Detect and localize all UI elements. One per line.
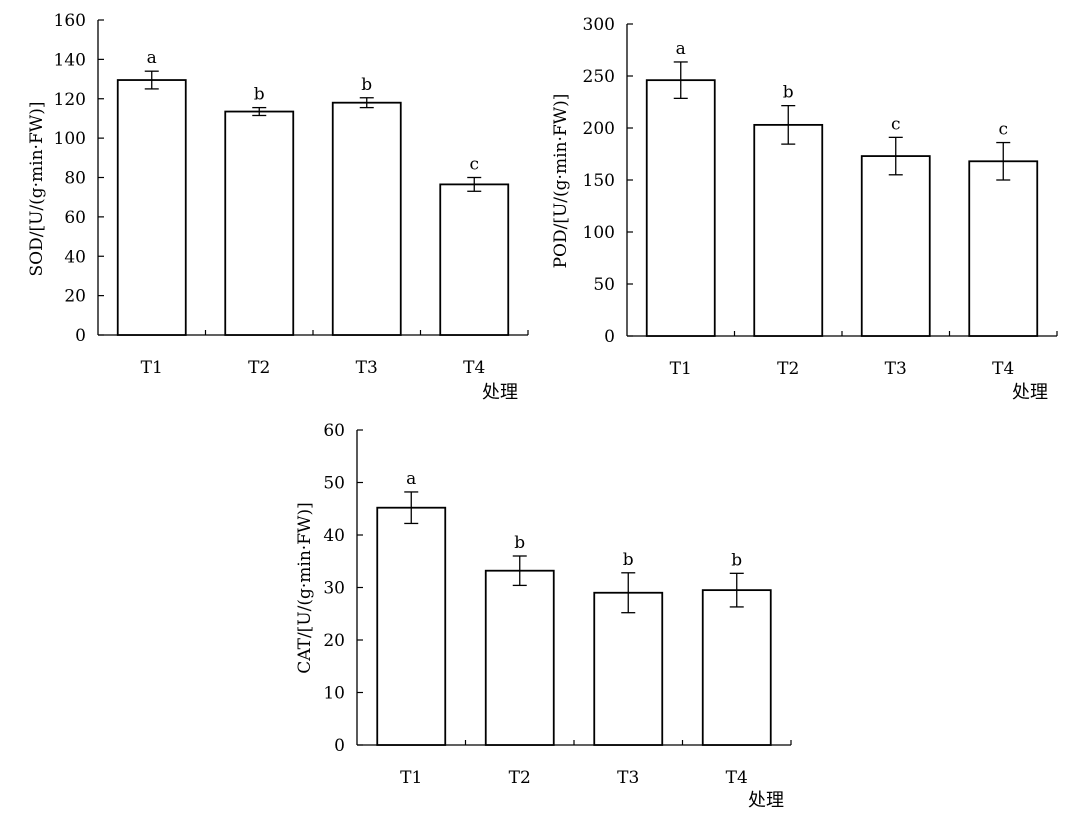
pod-y-tick-label: 200 (583, 119, 615, 139)
cat-category-label: T3 (617, 768, 639, 788)
pod-category-label: T3 (885, 359, 907, 379)
sod-y-tick-label: 140 (54, 50, 86, 70)
sod-y-tick-label: 0 (75, 326, 86, 346)
pod-y-tick-label: 50 (593, 275, 615, 295)
sod-y-tick-label: 20 (64, 287, 86, 307)
sod-significance-label: c (469, 155, 479, 175)
sod-chart: SOD/[U/(g·min·FW)] 处理 0 20 40 60 80 100 120 140… (27, 11, 529, 403)
pod-bar (860, 155, 931, 337)
sod-significance-label: b (361, 75, 372, 95)
pod-bar (645, 79, 716, 337)
sod-y-tick-label: 100 (54, 129, 86, 149)
pod-bar (968, 160, 1039, 337)
cat-significance-label: a (406, 469, 416, 489)
cat-significance-label: b (623, 550, 634, 570)
cat-significance-label: b (514, 533, 525, 553)
pod-category-label: T4 (992, 359, 1014, 379)
sod-bar (116, 79, 187, 336)
cat-y-tick-label: 20 (323, 631, 345, 651)
cat-y-tick-label: 30 (323, 579, 345, 599)
pod-y-tick-label: 0 (604, 327, 615, 347)
pod-significance-label: c (891, 114, 901, 134)
pod-xlabel: 处理 (1012, 382, 1048, 403)
sod-y-tick-label: 160 (54, 11, 86, 31)
sod-bar (224, 110, 295, 336)
cat-y-tick-label: 10 (323, 684, 345, 704)
cat-ylabel: CAT/[U/(g·min·FW)] (295, 502, 315, 673)
sod-significance-label: b (254, 85, 265, 105)
pod-category-label: T1 (670, 359, 692, 379)
sod-significance-label: a (147, 48, 157, 68)
cat-significance-label: b (731, 550, 742, 570)
cat-bar (701, 589, 772, 746)
sod-category-label: T1 (141, 358, 163, 378)
pod-ylabel: POD/[U/(g·min·FW)] (551, 94, 571, 269)
cat-category-label: T2 (509, 768, 531, 788)
sod-category-label: T3 (356, 358, 378, 378)
cat-y-tick-label: 60 (323, 421, 345, 441)
pod-y-tick-label: 250 (583, 67, 615, 87)
cat-category-label: T4 (726, 768, 748, 788)
cat-bar (376, 506, 447, 746)
cat-xlabel: 处理 (748, 790, 784, 811)
pod-category-label: T2 (777, 359, 799, 379)
pod-significance-label: b (783, 83, 794, 103)
sod-category-label: T2 (248, 358, 270, 378)
pod-significance-label: a (676, 39, 686, 59)
sod-xlabel: 处理 (482, 382, 518, 403)
cat-bar (484, 569, 555, 746)
pod-significance-label: c (998, 120, 1008, 140)
pod-y-tick-label: 300 (583, 15, 615, 35)
sod-y-tick-label: 40 (64, 247, 86, 267)
sod-y-tick-label: 60 (64, 208, 86, 228)
cat-category-label: T1 (400, 768, 422, 788)
pod-y-tick-label: 150 (583, 171, 615, 191)
cat-bar (593, 591, 664, 746)
cat-chart: CAT/[U/(g·min·FW)] 处理 0 10 20 30 40 50 60 a T1 b T… (295, 421, 792, 811)
sod-ylabel: SOD/[U/(g·min·FW)] (27, 102, 47, 277)
cat-y-tick-label: 50 (323, 474, 345, 494)
cat-y-tick-label: 40 (323, 526, 345, 546)
pod-y-tick-label: 100 (583, 223, 615, 243)
pod-chart: POD/[U/(g·min·FW)] 处理 0 50 100 150 200 250 300… (551, 15, 1058, 403)
sod-bar (331, 101, 402, 336)
pod-bar (753, 123, 824, 337)
cat-y-tick-label: 0 (334, 736, 345, 756)
sod-bar (439, 183, 510, 336)
sod-y-tick-label: 120 (54, 90, 86, 110)
sod-y-tick-label: 80 (64, 169, 86, 189)
sod-category-label: T4 (463, 358, 485, 378)
